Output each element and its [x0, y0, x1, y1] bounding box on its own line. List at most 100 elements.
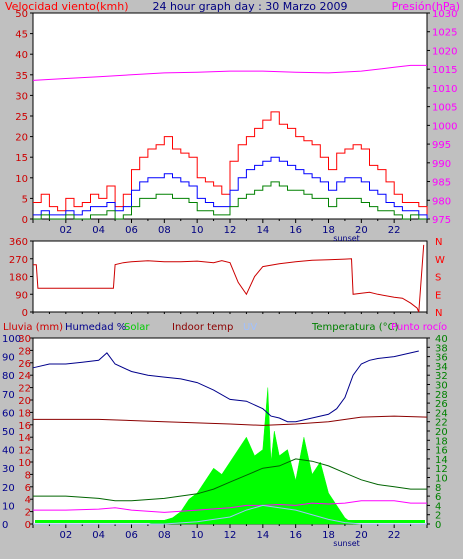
- temp-x-tick-label: 22: [388, 530, 401, 541]
- sunset-label: sunset: [333, 234, 360, 243]
- temp-x-tick-label: 18: [322, 530, 335, 541]
- temperatura-title: Temperatura (°C): [311, 322, 399, 333]
- wind-y-tick-label: 10: [15, 174, 28, 185]
- wind-direction-line: [33, 244, 425, 313]
- rain-y-tick-label: 14: [18, 433, 31, 444]
- rain-y-tick-label: 8: [25, 470, 31, 481]
- wind-x-tick-label: 02: [59, 225, 72, 236]
- temp-x-tick-label: 16: [289, 530, 302, 541]
- temp-y-tick-label: 8: [435, 483, 441, 494]
- temp-y-tick-label: 10: [435, 474, 448, 485]
- wind-y-tick-label: 40: [15, 50, 28, 61]
- humidity-y-tick-label: 70: [2, 390, 15, 401]
- temp-x-tick-label: 02: [59, 530, 72, 541]
- lluvia-title: Lluvia (mm): [3, 322, 63, 333]
- wind-gust-line: [33, 111, 428, 219]
- temp-y-tick-label: 18: [435, 436, 448, 447]
- wind-x-tick-label: 14: [256, 225, 269, 236]
- humidity-y-tick-label: 10: [2, 501, 15, 512]
- rain-y-tick-label: 28: [18, 346, 31, 357]
- direction-y-tick-label: 360: [9, 237, 28, 248]
- wind-x-tick-label: 08: [158, 225, 171, 236]
- pressure-y-tick-label: 1010: [432, 84, 457, 95]
- wind-x-tick-label: 06: [125, 225, 138, 236]
- wind-x-tick-label: 20: [355, 225, 368, 236]
- temp-x-tick-label: 06: [125, 530, 138, 541]
- temp-y-tick-label: 32: [435, 371, 448, 382]
- wind-y-tick-label: 20: [15, 133, 28, 144]
- direction-y-tick-label: 0: [22, 308, 28, 319]
- humidity-y-tick-label: 80: [2, 371, 15, 382]
- punto-rocio-title: Punto rocío: [391, 321, 447, 333]
- humedad-title: Humedad %: [65, 322, 126, 333]
- rain-y-tick-label: 2: [25, 508, 31, 519]
- wind-x-tick-label: 16: [289, 225, 302, 236]
- solar-title: Solar: [124, 322, 150, 333]
- direction-compass-label: W: [435, 255, 445, 266]
- rain-y-tick-label: 12: [18, 446, 31, 457]
- pressure-y-tick-label: 1015: [432, 65, 457, 76]
- temp-y-tick-label: 6: [435, 492, 441, 503]
- temp-y-tick-label: 4: [435, 501, 441, 512]
- pressure-line: [32, 64, 427, 81]
- temp-y-tick-label: 2: [435, 511, 441, 522]
- pressure-y-tick-label: 975: [432, 215, 451, 226]
- rain-y-tick-label: 0: [25, 520, 31, 531]
- humidity-line: [32, 350, 419, 423]
- temp-y-tick-label: 16: [435, 446, 448, 457]
- rain-y-tick-label: 20: [18, 396, 31, 407]
- temp-y-tick-label: 12: [435, 464, 448, 475]
- wind-x-tick-label: 04: [92, 225, 105, 236]
- wind-y-tick-label: 0: [22, 215, 28, 226]
- rain-y-tick-label: 10: [18, 458, 31, 469]
- sunset-label-bottom: sunset: [333, 539, 360, 548]
- temp-y-tick-label: 34: [435, 362, 448, 373]
- pressure-y-tick-label: 995: [432, 140, 451, 151]
- indoor-temp-line: [33, 415, 428, 426]
- humidity-y-tick-label: 30: [2, 464, 15, 475]
- pressure-y-tick-label: 1000: [432, 121, 457, 132]
- wind-y-tick-label: 50: [15, 9, 28, 20]
- temp-y-tick-label: 38: [435, 343, 448, 354]
- wind-direction-plot: [32, 240, 428, 313]
- rain-y-tick-label: 24: [18, 371, 31, 382]
- wind-x-tick-label: 22: [388, 225, 401, 236]
- temp-y-tick-label: 26: [435, 399, 448, 410]
- wind-title: Velocidad viento(kmh): [5, 0, 129, 13]
- indoor-title: Indoor temp: [172, 322, 233, 333]
- humidity-y-tick-label: 60: [2, 408, 15, 419]
- temp-x-tick-label: 20: [355, 530, 368, 541]
- pressure-title: Presión(hPa): [392, 0, 460, 13]
- wind-low-line: [33, 181, 427, 220]
- wind-y-tick-label: 15: [15, 153, 28, 164]
- humidity-y-tick-label: 40: [2, 446, 15, 457]
- direction-y-tick-label: 270: [9, 255, 28, 266]
- chart-marks: 0510152025303540455097598098599099510001…: [2, 9, 457, 548]
- direction-y-tick-label: 180: [9, 273, 28, 284]
- wind-y-tick-label: 30: [15, 91, 28, 102]
- pressure-y-tick-label: 980: [432, 196, 451, 207]
- temp-x-tick-label: 08: [158, 530, 171, 541]
- chart-title: 24 hour graph day : 30 Marzo 2009: [152, 0, 347, 13]
- temperature-line: [33, 458, 427, 502]
- rain-y-tick-label: 26: [18, 359, 31, 370]
- temp-y-tick-label: 24: [435, 408, 448, 419]
- temp-y-tick-label: 40: [435, 334, 448, 345]
- rain-y-tick-label: 6: [25, 483, 31, 494]
- pressure-y-tick-label: 1020: [432, 46, 457, 57]
- wind-x-tick-label: 12: [224, 225, 237, 236]
- uv-line: [33, 504, 427, 525]
- temp-y-tick-label: 14: [435, 455, 448, 466]
- wind-x-tick-label: 10: [191, 225, 204, 236]
- wind-y-tick-label: 45: [15, 30, 28, 41]
- wind-average-line: [33, 156, 428, 219]
- temp-y-tick-label: 28: [435, 390, 448, 401]
- wind-y-tick-label: 35: [15, 71, 28, 82]
- humidity-y-tick-label: 100: [2, 334, 21, 345]
- pressure-y-tick-label: 1005: [432, 103, 457, 114]
- wind-y-tick-label: 5: [22, 194, 28, 205]
- pressure-y-tick-label: 1030: [432, 9, 457, 20]
- direction-compass-label: S: [435, 273, 441, 284]
